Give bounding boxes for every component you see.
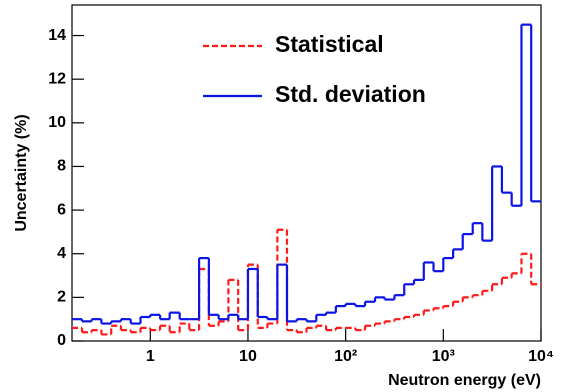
x-tick-label: 1 xyxy=(146,348,155,365)
y-tick-label: 0 xyxy=(57,332,66,349)
x-axis-label: Neutron energy (eV) xyxy=(388,372,541,389)
y-tick-label: 2 xyxy=(57,289,66,306)
x-tick-label: 10³ xyxy=(432,348,455,365)
y-tick-label: 6 xyxy=(57,201,66,218)
legend-label: Std. deviation xyxy=(275,81,426,107)
plot-frame xyxy=(71,4,542,342)
y-tick-label: 8 xyxy=(57,158,66,175)
x-tick-label: 10² xyxy=(334,348,357,365)
legend-label: Statistical xyxy=(275,31,384,57)
x-tick-label: 10⁴ xyxy=(528,348,554,365)
y-tick-label: 10 xyxy=(48,114,66,131)
y-tick-label: 14 xyxy=(48,27,66,44)
y-axis-label: Uncertainty (%) xyxy=(13,114,30,231)
x-tick-label: 10 xyxy=(239,348,257,365)
y-tick-label: 4 xyxy=(57,245,66,262)
y-tick-label: 12 xyxy=(48,70,66,87)
